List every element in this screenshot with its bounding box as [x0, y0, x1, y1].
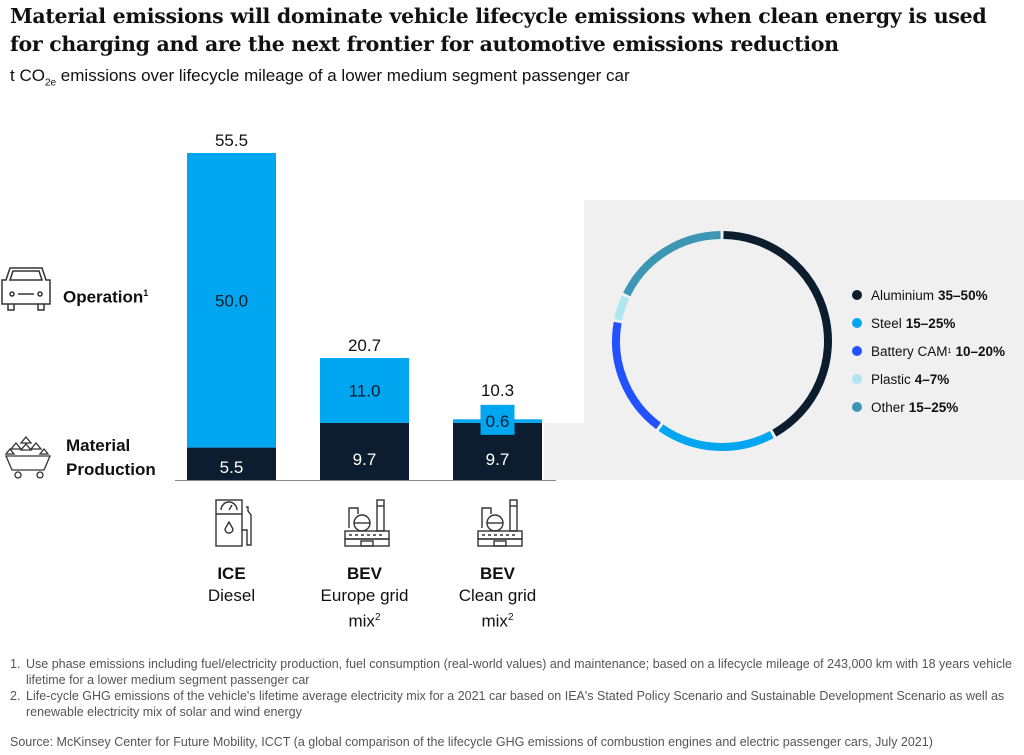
bar-total-value: 55.5	[215, 131, 248, 150]
bar-operation-value: 11.0	[349, 381, 381, 400]
legend-dot-icon	[852, 318, 862, 328]
category-label-bold: BEV	[347, 564, 382, 583]
operation-label-text: Operation	[63, 287, 144, 307]
category-label-sub: Europe grid mix	[320, 586, 409, 631]
donut-slice-steel	[658, 424, 774, 451]
bar-operation	[187, 153, 276, 448]
bar-total-value: 20.7	[348, 336, 381, 355]
legend-range: 10–20%	[955, 343, 1005, 359]
subtitle-text-rest: emissions over lifecycle mileage of a lo…	[56, 66, 630, 85]
donut-slice-plastic	[614, 295, 630, 321]
legend-label: Other	[871, 399, 905, 415]
chart-title: Material emissions will dominate vehicle…	[10, 4, 987, 56]
footnote-number: 1.	[10, 657, 21, 671]
footnotes: 1. Use phase emissions including fuel/ele…	[10, 656, 1020, 720]
legend-item: Steel 15–25%	[852, 309, 1005, 337]
operation-row-label: Operation1	[63, 281, 148, 310]
legend-dot-icon	[852, 374, 862, 384]
legend-item: Battery CAM 1 10–20%	[852, 337, 1005, 365]
category-label-bold: BEV	[480, 564, 515, 583]
donut-slice-other	[623, 231, 721, 297]
chart-canvas: 50.0 55.5 5.5 11.0 20.7 9.7 0.6 10.3 9.7	[1, 131, 832, 547]
category-label: BEV Clean grid mix2	[443, 563, 553, 633]
legend-item: Aluminium 35–50%	[852, 281, 1005, 309]
donut-slice-battery-cam	[612, 321, 661, 430]
bar-total-value: 10.3	[481, 381, 514, 400]
mine-cart-icon	[4, 435, 51, 479]
legend-range: 15–25%	[905, 315, 956, 331]
material-breakdown-panel-notch	[544, 423, 584, 480]
donut-legend: Aluminium 35–50% Steel 15–25% Battery CAM 1 10…	[852, 281, 1005, 421]
legend-item: Other 15–25%	[852, 393, 1005, 421]
legend-footnote-ref: 1	[947, 347, 952, 355]
bar-material-production-value: 5.5	[220, 458, 244, 477]
car-icon	[1, 267, 51, 311]
category-label-sub: Diesel	[207, 586, 256, 605]
footnote-number: 2.	[10, 689, 21, 703]
bar-material-production-value: 9.7	[353, 450, 377, 469]
bar-operation-value: 0.6	[486, 412, 510, 431]
legend-dot-icon	[852, 346, 862, 356]
legend-label: Plastic	[871, 371, 911, 387]
operation-footnote-ref: 1	[143, 288, 149, 298]
bar-operation	[320, 358, 409, 423]
legend-dot-icon	[852, 290, 862, 300]
legend-label: Battery CAM	[871, 343, 948, 359]
source-note: Source: McKinsey Center for Future Mobil…	[10, 735, 933, 749]
material-production-row-label: Material Production	[66, 436, 156, 479]
legend-label: Aluminium	[871, 287, 935, 303]
donut-slice-aluminium	[723, 231, 832, 437]
bar-material-production-value: 9.7	[486, 450, 510, 469]
footnote-2: 2. Life-cycle GHG emissions of the vehicl…	[10, 688, 1020, 720]
legend-range: 15–25%	[908, 399, 959, 415]
category-label: BEV Europe grid mix2	[310, 563, 420, 633]
legend-label: Steel	[871, 315, 902, 331]
bar-material-production	[187, 447, 276, 480]
category-label-sub: Clean grid mix	[458, 586, 537, 631]
footnote-1: 1. Use phase emissions including fuel/ele…	[10, 656, 1020, 688]
footnote-text: Life-cycle GHG emissions of the vehicle'…	[26, 689, 1005, 719]
category-footnote-ref: 2	[374, 612, 381, 623]
category-label-bold: ICE	[217, 564, 246, 583]
footnote-text: Use phase emissions including fuel/elect…	[26, 657, 1012, 687]
subtitle-text: t CO	[10, 66, 45, 85]
fuel-pump-icon	[215, 499, 252, 547]
legend-dot-icon	[852, 402, 862, 412]
chart-subtitle: t CO2e emissions over lifecycle mileage …	[10, 66, 630, 88]
category-footnote-ref: 2	[507, 612, 514, 623]
category-label: ICE Diesel	[162, 563, 302, 607]
subtitle-subscript: 2e	[44, 77, 57, 89]
legend-range: 35–50%	[938, 287, 988, 303]
legend-item: Plastic 4–7%	[852, 365, 1005, 393]
legend-range: 4–7%	[914, 371, 950, 387]
material-breakdown-panel	[584, 200, 1024, 480]
bar-operation-value: 50.0	[215, 291, 248, 310]
bar-material-production	[320, 422, 409, 480]
bar-operation-label-box	[480, 404, 515, 435]
